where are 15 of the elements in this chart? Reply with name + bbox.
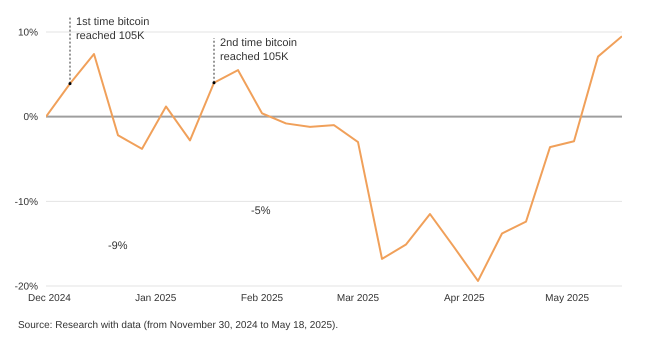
annotation: 2nd time bitcoin reached 105K (220, 37, 298, 64)
x-tick-label: Dec 2024 (28, 293, 72, 304)
y-tick-label: 10% (18, 28, 38, 39)
y-tick-label: -20% (14, 282, 38, 293)
y-tick-label: -10% (14, 196, 38, 208)
x-tick-label: Feb 2025 (240, 293, 284, 304)
x-tick-label: Apr 2025 (444, 293, 486, 304)
x-tick-label: Jan 2025 (135, 293, 177, 304)
annotation: 1st time bitcoin reached 105K (76, 16, 150, 42)
y-tick-label: 0% (24, 112, 38, 124)
x-tick-label: May 2025 (545, 293, 590, 304)
x-tick-label: Mar 2025 (336, 293, 380, 304)
annotation: -5% (251, 205, 271, 217)
source-note: Source: Research with data (from November 30, 2024 to May 18, 2025). (18, 320, 338, 331)
annotation: -9% (108, 240, 128, 252)
